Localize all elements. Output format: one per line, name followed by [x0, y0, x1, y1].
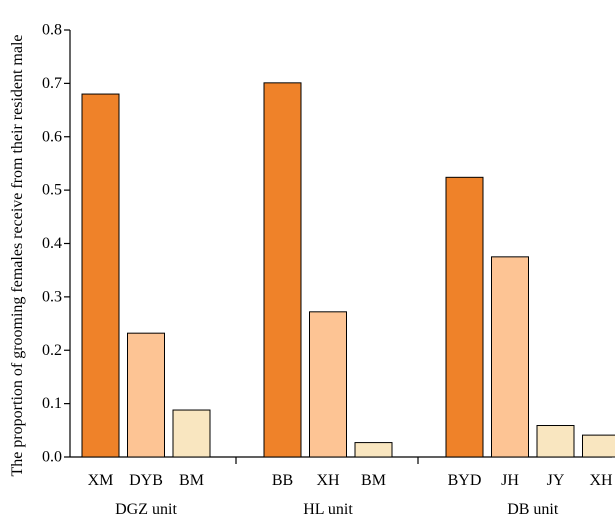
y-tick-label: 0.4	[42, 235, 62, 252]
y-tick-label: 0.3	[42, 288, 62, 305]
x-tick-label: DYB	[129, 472, 163, 489]
bar-bm	[172, 409, 211, 458]
x-tick-label: BM	[179, 472, 204, 489]
bar-byd	[445, 176, 484, 458]
y-tick-label: 0.5	[42, 182, 62, 199]
group-label: DGZ unit	[115, 501, 177, 518]
x-tick-label: BM	[361, 472, 386, 489]
y-tick-label: 0.1	[42, 395, 62, 412]
bar-xh	[582, 434, 615, 458]
y-axis-title: The proportion of grooming females recei…	[9, 34, 26, 476]
x-tick-label: XM	[88, 472, 114, 489]
x-tick-label: JY	[547, 472, 565, 489]
y-tick-label: 0.2	[42, 342, 62, 359]
y-axis: 0.0 0.1 0.2 0.3 0.4 0.5 0.6 0.7 0.8	[42, 22, 71, 466]
x-tick-label: JH	[501, 472, 519, 489]
bar-jy	[536, 425, 575, 458]
bar-dyb	[127, 332, 165, 458]
y-tick-label: 0.6	[42, 128, 62, 145]
y-tick-label: 0.8	[42, 22, 62, 39]
group-label: HL unit	[303, 501, 353, 518]
x-tick-label: XH	[316, 472, 340, 489]
bar-xh	[309, 311, 347, 458]
bar-bm	[354, 442, 393, 458]
bar-jh	[491, 256, 529, 458]
y-tick-label: 0.0	[42, 449, 62, 466]
group-label: DB unit	[507, 501, 559, 518]
x-tick-label: XH	[589, 472, 613, 489]
y-tick-label: 0.7	[42, 75, 62, 92]
bar-bb	[263, 82, 302, 458]
x-axis	[70, 456, 612, 464]
x-tick-label: BB	[272, 472, 293, 489]
bars	[81, 82, 615, 458]
x-tick-label: BYD	[448, 472, 482, 489]
bar-xm	[81, 93, 120, 458]
